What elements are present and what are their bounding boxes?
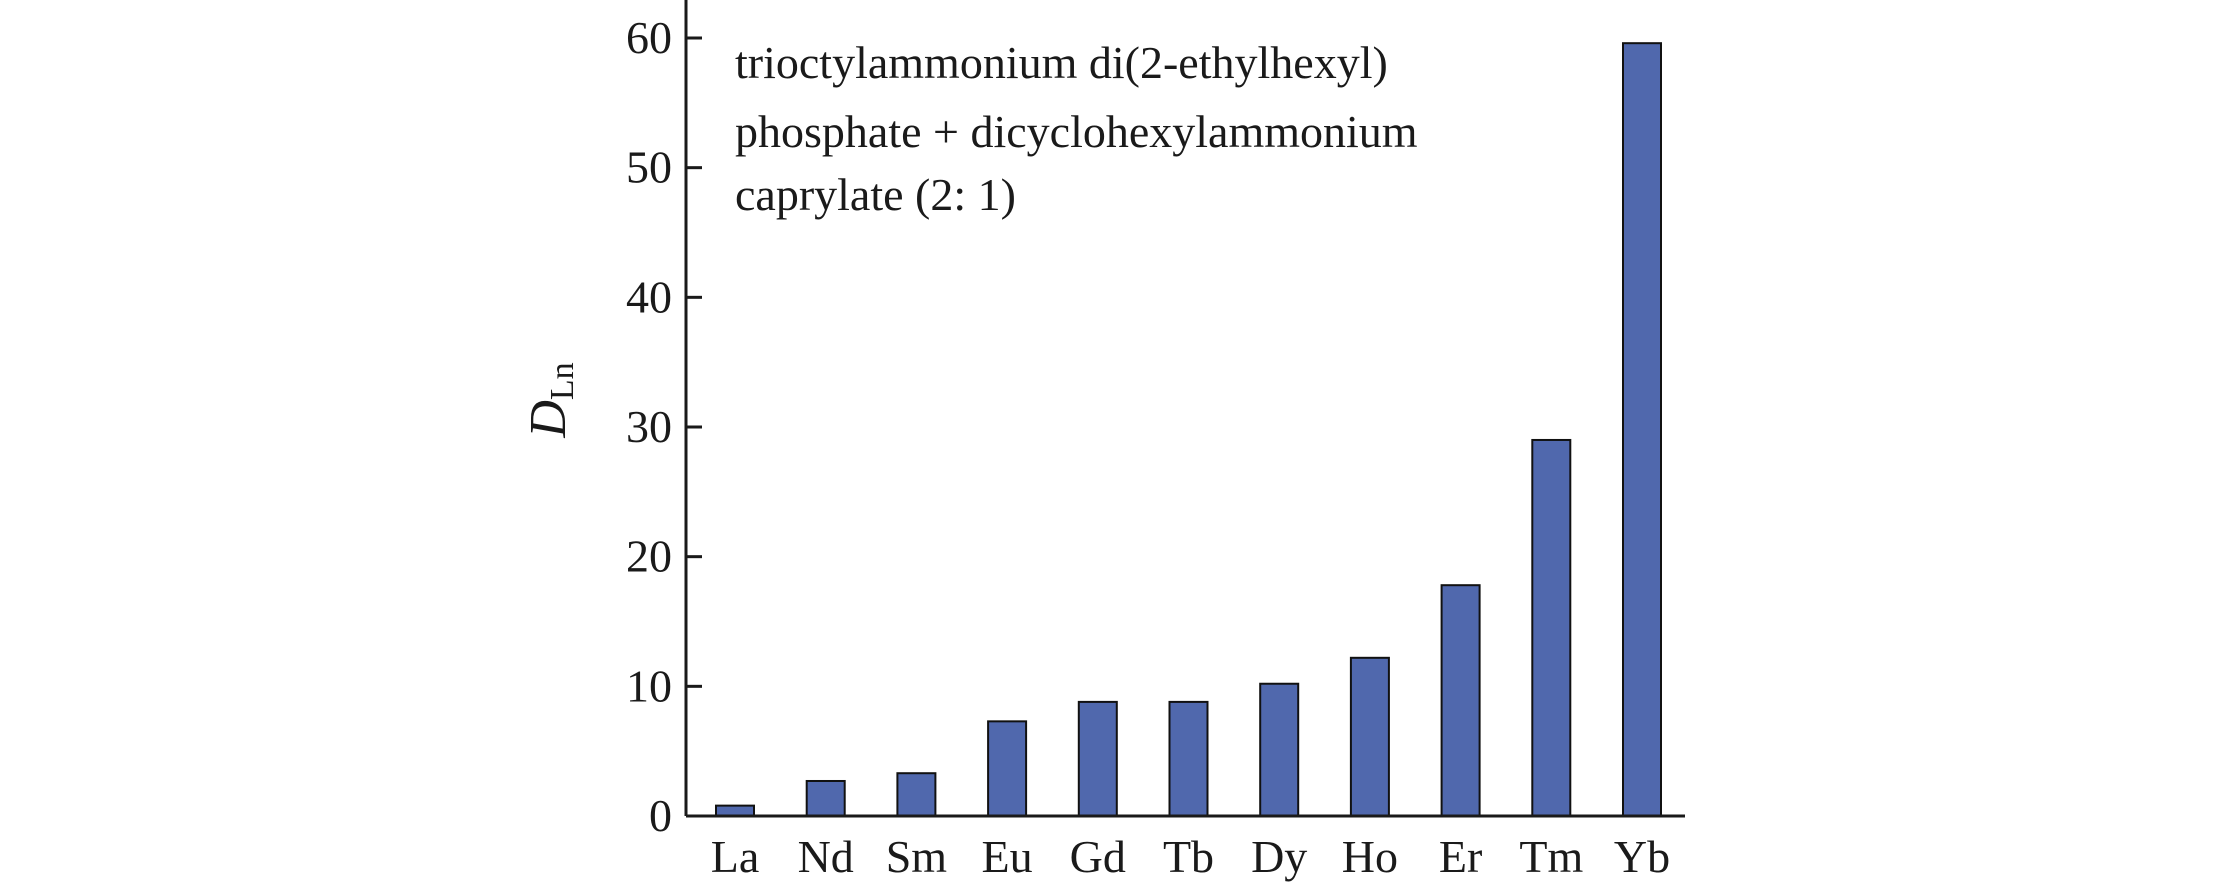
axes [684,0,1685,818]
bars [715,42,1662,818]
bar-nd [805,779,846,817]
bar-dy [1259,682,1300,817]
y-tick-label: 40 [626,271,672,322]
y-axis-label: DLn [520,362,581,438]
bar-sm [896,772,937,818]
annotation-line-1: trioctylammonium di(2-ethylhexyl) [735,37,1388,88]
y-axis-label-subscript: Ln [544,362,581,400]
y-ticks: 0 10 20 30 40 50 60 [626,12,702,841]
annotation: trioctylammonium di(2-ethylhexyl) phosph… [735,37,1418,220]
x-tick-label-dy: Dy [1251,831,1307,882]
annotation-line-3: caprylate (2: 1) [735,169,1016,220]
bar-yb [1622,42,1662,818]
x-tick-label-gd: Gd [1070,831,1126,882]
bar-eu [987,720,1028,817]
x-tick-label-la: La [711,831,760,882]
x-tick-label-yb: Yb [1614,831,1670,882]
bar-ho [1349,656,1390,817]
bar-gd [1077,700,1118,817]
y-tick-label: 20 [626,531,672,582]
bar-tm [1531,438,1572,817]
x-tick-label-eu: Eu [982,831,1033,882]
x-tick-label-ho: Ho [1342,831,1398,882]
bar-la [715,804,755,817]
bar-er [1440,584,1481,818]
y-tick-label: 0 [649,790,672,841]
y-tick-label: 30 [626,401,672,452]
y-tick-label: 50 [626,142,672,193]
x-tick-label-tb: Tb [1163,831,1214,882]
x-tick-label-tm: Tm [1519,831,1583,882]
x-tick-labels: La Nd Sm Eu Gd Tb Dy Ho Er Tm Yb [711,831,1670,882]
annotation-line-2: phosphate + dicyclohexylammonium [735,106,1418,157]
x-tick-label-sm: Sm [886,831,948,882]
x-tick-label-nd: Nd [798,831,854,882]
bar-tb [1168,700,1209,817]
y-tick-label: 60 [626,12,672,63]
x-tick-label-er: Er [1439,831,1482,882]
y-axis-label-main: D [520,400,577,439]
y-tick-label: 10 [626,660,672,711]
